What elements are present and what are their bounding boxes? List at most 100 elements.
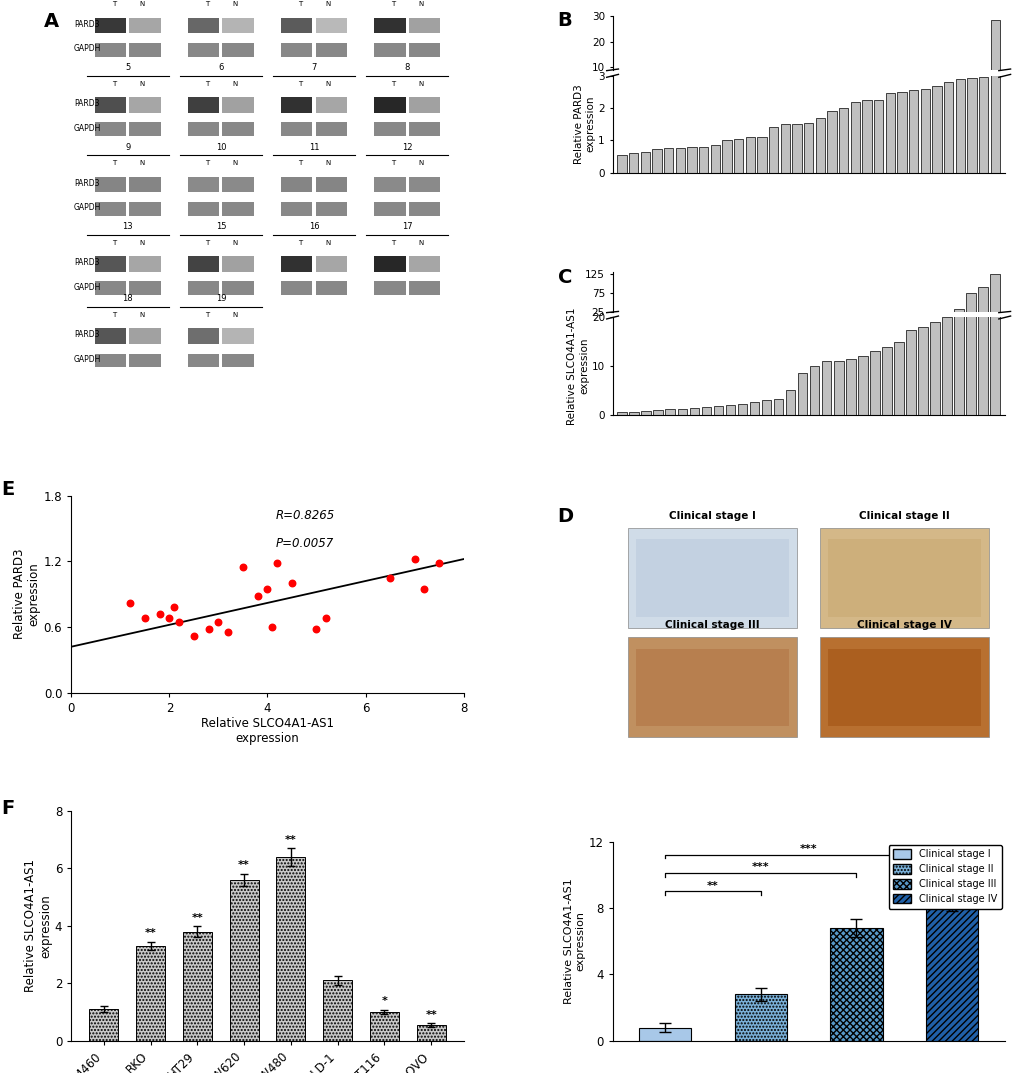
- FancyBboxPatch shape: [129, 17, 161, 33]
- Bar: [834, 362, 843, 414]
- Bar: [929, 314, 938, 322]
- Point: [283, 575, 300, 592]
- Point: [234, 558, 251, 575]
- Text: **: **: [238, 861, 250, 870]
- Bar: [944, 86, 953, 93]
- Text: 18: 18: [122, 294, 132, 304]
- Bar: [826, 88, 836, 93]
- Text: T: T: [298, 80, 302, 87]
- Text: Clinical stage IV: Clinical stage IV: [856, 620, 951, 631]
- FancyBboxPatch shape: [280, 281, 312, 295]
- X-axis label: Relative SLCO4A1-AS1
expression: Relative SLCO4A1-AS1 expression: [201, 718, 333, 746]
- FancyBboxPatch shape: [409, 281, 440, 295]
- Text: T: T: [111, 1, 116, 8]
- Bar: [756, 90, 766, 93]
- Bar: [629, 412, 638, 414]
- Text: T: T: [298, 1, 302, 8]
- Bar: [785, 391, 795, 414]
- Bar: [857, 317, 867, 322]
- Text: GAPDH: GAPDH: [73, 44, 101, 53]
- FancyBboxPatch shape: [187, 281, 219, 295]
- Bar: [839, 88, 848, 93]
- Point: [381, 569, 397, 586]
- Text: 11: 11: [309, 143, 319, 151]
- Bar: [734, 995, 787, 1041]
- Bar: [616, 412, 627, 414]
- Text: R=0.8265: R=0.8265: [275, 510, 334, 523]
- Text: 8: 8: [405, 63, 410, 72]
- FancyBboxPatch shape: [95, 17, 126, 33]
- FancyBboxPatch shape: [95, 176, 126, 192]
- FancyBboxPatch shape: [636, 648, 789, 726]
- FancyBboxPatch shape: [819, 637, 988, 737]
- Text: B: B: [557, 11, 572, 30]
- Text: T: T: [390, 239, 395, 246]
- FancyBboxPatch shape: [95, 256, 126, 271]
- Bar: [869, 352, 878, 414]
- Bar: [616, 155, 626, 173]
- Bar: [894, 315, 903, 322]
- Bar: [785, 320, 795, 322]
- Bar: [803, 89, 812, 93]
- Text: **: **: [425, 1010, 437, 1019]
- Bar: [417, 1025, 445, 1041]
- Bar: [761, 400, 770, 414]
- Text: T: T: [390, 160, 395, 166]
- Text: PARD3: PARD3: [73, 178, 99, 188]
- Text: N: N: [418, 239, 423, 246]
- FancyBboxPatch shape: [827, 540, 980, 617]
- Bar: [850, 87, 859, 93]
- Text: GAPDH: GAPDH: [73, 355, 101, 364]
- FancyBboxPatch shape: [315, 281, 346, 295]
- Bar: [641, 411, 650, 414]
- Text: T: T: [298, 160, 302, 166]
- Text: T: T: [205, 239, 209, 246]
- Text: 16: 16: [309, 222, 319, 231]
- Text: N: N: [325, 1, 330, 8]
- Bar: [815, 88, 824, 93]
- Text: T: T: [205, 160, 209, 166]
- FancyBboxPatch shape: [222, 176, 254, 192]
- FancyBboxPatch shape: [222, 256, 254, 271]
- Bar: [797, 373, 807, 414]
- Text: PARD3: PARD3: [73, 99, 99, 108]
- Text: 17: 17: [401, 222, 412, 231]
- Text: 12: 12: [401, 143, 412, 151]
- Bar: [792, 123, 801, 173]
- Bar: [773, 320, 783, 322]
- Bar: [826, 112, 836, 173]
- Text: N: N: [325, 239, 330, 246]
- Bar: [651, 149, 661, 173]
- Text: 7: 7: [311, 63, 317, 72]
- Text: T: T: [205, 80, 209, 87]
- Bar: [687, 91, 696, 93]
- FancyBboxPatch shape: [409, 202, 440, 216]
- Text: N: N: [232, 312, 237, 318]
- Point: [250, 588, 266, 605]
- FancyBboxPatch shape: [187, 43, 219, 57]
- Bar: [761, 321, 770, 322]
- Bar: [989, 20, 999, 93]
- FancyBboxPatch shape: [95, 353, 126, 367]
- Bar: [651, 91, 661, 93]
- Text: T: T: [390, 1, 395, 8]
- Bar: [616, 91, 626, 93]
- Text: PARD3: PARD3: [73, 330, 99, 339]
- FancyBboxPatch shape: [315, 97, 346, 113]
- Y-axis label: Relative PARD3
expression: Relative PARD3 expression: [574, 85, 595, 164]
- Bar: [745, 137, 754, 173]
- FancyBboxPatch shape: [95, 97, 126, 113]
- FancyBboxPatch shape: [409, 256, 440, 271]
- FancyBboxPatch shape: [374, 176, 406, 192]
- Text: T: T: [111, 239, 116, 246]
- Bar: [734, 138, 743, 173]
- Bar: [710, 145, 719, 173]
- FancyBboxPatch shape: [129, 353, 161, 367]
- Bar: [229, 880, 259, 1041]
- Bar: [873, 87, 882, 93]
- FancyBboxPatch shape: [222, 353, 254, 367]
- Bar: [821, 362, 830, 414]
- Bar: [780, 89, 789, 93]
- Bar: [276, 857, 305, 1041]
- Bar: [931, 86, 941, 93]
